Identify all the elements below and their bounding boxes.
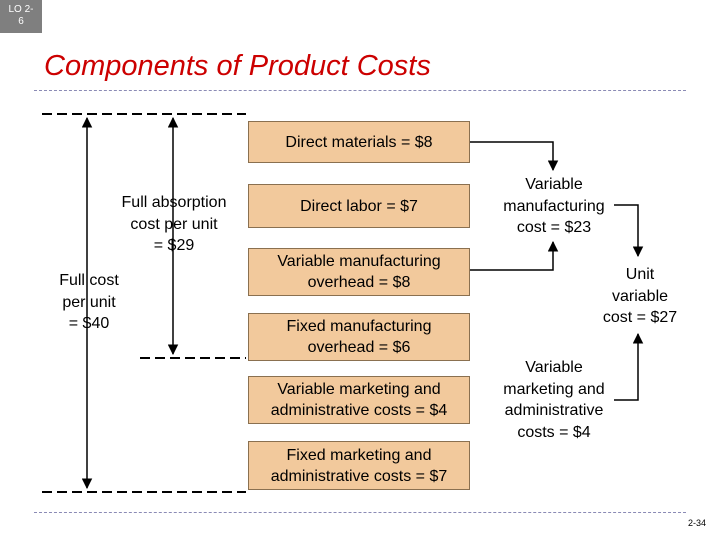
unit-variable-bracket-top bbox=[614, 204, 644, 258]
direct-labor-box: Direct labor = $7 bbox=[248, 184, 470, 228]
full-absorption-label: Full absorption cost per unit = $29 bbox=[121, 194, 227, 254]
page-number: 2-34 bbox=[687, 518, 706, 528]
fixed-manufacturing-overhead-box: Fixed manufacturing overhead = $6 bbox=[248, 313, 470, 361]
fixed-marketing-admin-box: Fixed marketing and administrative costs… bbox=[248, 441, 470, 490]
page-title: Components of Product Costs bbox=[44, 50, 431, 82]
variable-manufacturing-overhead-box: Variable manufacturing overhead = $8 bbox=[248, 248, 470, 296]
direct-materials-box: Direct materials = $8 bbox=[248, 121, 470, 163]
unit-variable-label: Unit variable cost = $27 bbox=[602, 266, 678, 326]
variable-mfg-bracket-top bbox=[470, 141, 559, 172]
variable-marketing-admin-box: Variable marketing and administrative co… bbox=[248, 376, 470, 424]
variable-marketing-label: Variable marketing and administrative co… bbox=[503, 359, 605, 441]
bottom-divider bbox=[34, 512, 686, 513]
unit-variable-bracket-bottom bbox=[614, 332, 644, 401]
variable-mfg-bracket-bottom bbox=[470, 240, 559, 271]
variable-manufacturing-label: Variable manufacturing cost = $23 bbox=[503, 176, 605, 236]
lo-badge: LO 2- 6 bbox=[0, 0, 42, 33]
top-divider bbox=[34, 90, 686, 91]
full-cost-label: Full cost per unit = $40 bbox=[59, 272, 119, 332]
